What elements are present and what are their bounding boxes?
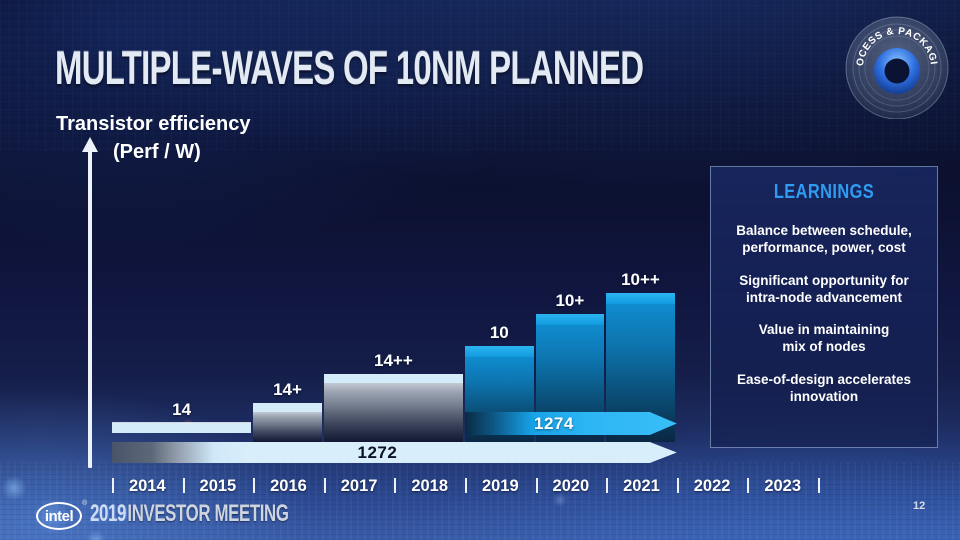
y-axis-label-line1: Transistor efficiency: [56, 113, 251, 135]
wave-arrow-1272: 1272: [112, 442, 677, 463]
x-axis-tick: [818, 478, 820, 493]
learnings-panel: LEARNINGS Balance between schedule, perf…: [710, 166, 938, 448]
learnings-item-4: Ease-of-design accelerates innovation: [736, 371, 912, 404]
bar-label-14: 14: [172, 400, 192, 419]
process-packaging-badge: PROCESS & PACKAGING: [839, 3, 951, 120]
x-axis-tick: [465, 478, 467, 493]
x-axis-tick: [606, 478, 609, 493]
wave-arrow-1274: 1274: [465, 412, 677, 435]
x-axis-tick: [394, 478, 397, 493]
bar-cap: [535, 314, 605, 325]
year-label-2014: 2014: [128, 477, 166, 495]
bar-label-10: 10: [489, 323, 509, 342]
x-axis-tick: [253, 478, 256, 493]
event-year: 2019: [90, 500, 126, 527]
bar-body: [253, 412, 322, 442]
bar-label-10++: 10++: [621, 270, 660, 289]
learnings-title: LEARNINGS: [773, 181, 875, 203]
year-label-2016: 2016: [270, 477, 307, 495]
bar-label-10+: 10+: [555, 291, 585, 310]
year-label-2020: 2020: [552, 477, 590, 495]
learnings-list: Balance between schedule, performance, p…: [724, 222, 924, 405]
year-label-2021: 2021: [623, 477, 660, 495]
event-name: INVESTOR MEETING: [127, 500, 289, 527]
x-axis-tick: [323, 478, 326, 493]
x-axis-tick: [676, 478, 679, 493]
bar-cap: [465, 346, 534, 357]
bar-14+: [253, 403, 322, 442]
year-label-2023: 2023: [764, 477, 802, 495]
intel-logo: intel: [36, 502, 82, 530]
learnings-item-2: Significant opportunity for intra-node a…: [739, 272, 909, 305]
bar-14++: [323, 374, 463, 442]
x-axis-tick: [112, 478, 114, 493]
registered-mark: ®: [82, 500, 88, 507]
x-axis-tick: [747, 478, 750, 493]
bar-body: [323, 383, 463, 442]
year-label-2017: 2017: [340, 477, 378, 495]
x-axis-tick: [535, 478, 538, 493]
learnings-item-3: Value in maintaining mix of nodes: [758, 322, 890, 355]
intel-logo-text: intel: [44, 507, 74, 525]
year-label-2019: 2019: [481, 477, 519, 495]
y-axis-line: [88, 151, 92, 468]
y-axis-label: Transistor efficiency (Perf / W): [56, 110, 251, 166]
x-axis-tick: [182, 478, 185, 493]
bar-cap: [253, 403, 322, 412]
bar-cap: [606, 293, 675, 304]
wave-arrow-label-1272: 1272: [357, 442, 398, 462]
bar-label-14+: 14+: [273, 380, 302, 399]
wave-arrow-label-1274: 1274: [533, 413, 574, 433]
bar-cap: [323, 374, 463, 383]
event-title: 2019INVESTOR MEETING: [90, 500, 289, 528]
y-axis-arrowhead-icon: [82, 137, 98, 152]
bar-14: [112, 423, 252, 433]
year-label-2018: 2018: [411, 477, 449, 495]
slide-title: MULTIPLE-WAVES OF 10NM PLANNED: [55, 41, 644, 94]
learnings-item-1: Balance between schedule, performance, p…: [736, 223, 912, 256]
y-axis-label-line2: (Perf / W): [113, 141, 201, 163]
year-label-2015: 2015: [199, 477, 237, 495]
year-label-2022: 2022: [693, 477, 731, 495]
wafer-disc-icon: PROCESS & PACKAGING: [839, 3, 949, 120]
page-number: 12: [913, 500, 926, 512]
bar-label-14++: 14++: [374, 351, 413, 370]
